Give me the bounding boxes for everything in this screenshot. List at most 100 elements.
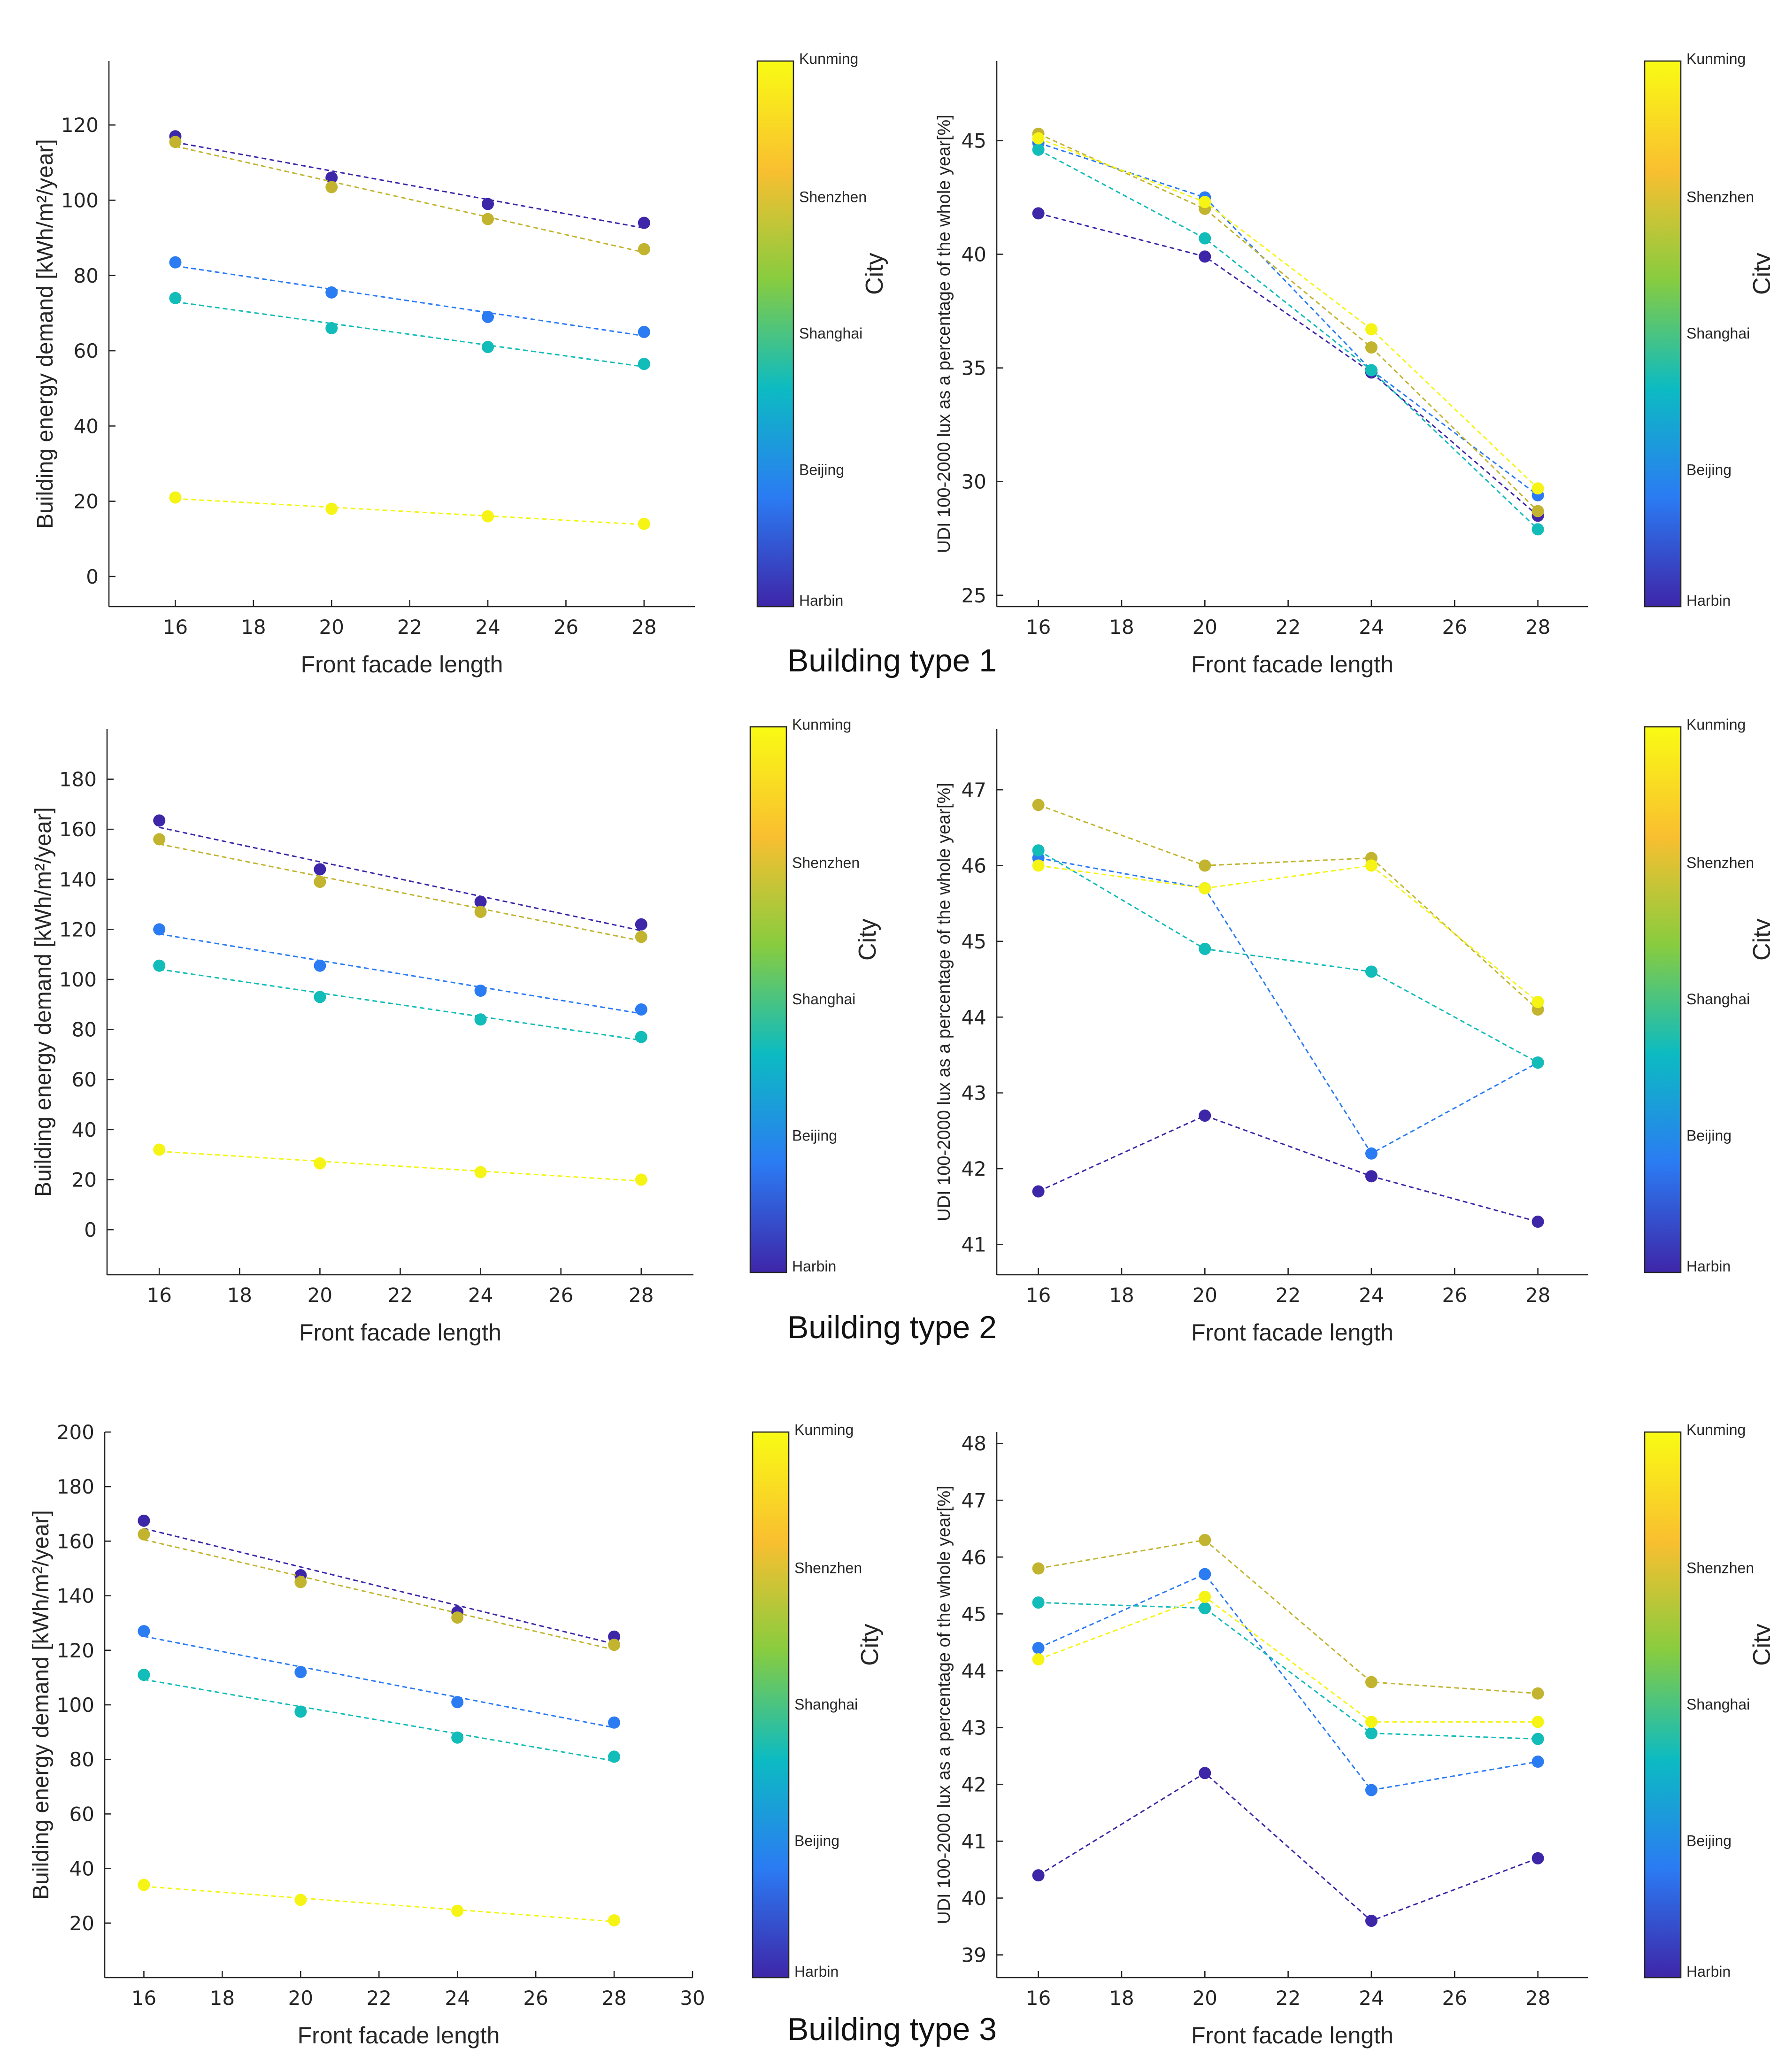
x-tick-label: 18 <box>227 1284 252 1307</box>
colorbar-label: Beijing <box>794 1833 839 1849</box>
data-point <box>474 1166 487 1178</box>
colorbar-label: Beijing <box>1686 462 1732 478</box>
y-tick-label: 47 <box>962 778 986 801</box>
colorbar-label: Harbin <box>1686 592 1731 609</box>
colorbar-label: Kunming <box>1686 716 1746 733</box>
fit-line <box>144 1527 615 1645</box>
colorbar-rect <box>1644 60 1682 608</box>
data-point <box>1531 1756 1544 1768</box>
x-axis-label: Front facade length <box>298 2022 500 2049</box>
data-point <box>1365 364 1378 377</box>
x-axis-label: Front facade length <box>301 651 503 678</box>
data-point <box>1032 207 1045 220</box>
y-tick-label: 140 <box>59 868 97 891</box>
x-tick-label: 16 <box>131 1987 156 2010</box>
x-tick-label: 22 <box>367 1987 392 2010</box>
x-tick-label: 26 <box>548 1284 573 1307</box>
x-tick-label: 18 <box>1109 1987 1134 2010</box>
data-point <box>169 136 182 148</box>
series-line <box>1038 864 1539 1003</box>
data-point <box>325 322 338 334</box>
x-tick-label: 16 <box>146 1284 171 1307</box>
data-point <box>1531 1716 1544 1728</box>
data-point <box>1032 859 1045 872</box>
x-axis-label: Front facade length <box>1191 1319 1393 1346</box>
y-tick-label: 25 <box>962 584 986 607</box>
colorbar-label: Beijing <box>799 462 844 478</box>
data-point <box>1199 1767 1211 1779</box>
y-tick-label: 20 <box>72 1168 97 1191</box>
series-beijing <box>1032 137 1544 501</box>
series-harbin <box>138 1514 621 1645</box>
chart-bt2-udi: 16 18 20 22 24 26 28 41 42 43 44 45 46 47 Front facade… <box>934 729 1588 1346</box>
data-point <box>294 1576 307 1588</box>
data-point <box>608 1750 621 1763</box>
data-point <box>325 286 338 299</box>
y-axis-label: Building energy demand [kWh/m²/year] <box>29 1510 54 1900</box>
building-type-3-label: Building type 3 <box>787 2011 997 2047</box>
data-point <box>635 918 647 931</box>
colorbar-title: City <box>1748 918 1770 961</box>
y-tick-label: 40 <box>69 1857 94 1880</box>
x-tick-label: 30 <box>680 1987 705 2010</box>
series-beijing <box>153 923 647 1016</box>
series-line <box>1038 1596 1538 1723</box>
colorbar-label: Shanghai <box>792 991 855 1008</box>
series-shenzhen <box>1032 127 1544 517</box>
colorbar-title: City <box>861 253 888 295</box>
series-line <box>1038 1772 1539 1922</box>
data-point <box>1032 1562 1045 1575</box>
y-tick-label: 45 <box>962 1602 986 1625</box>
fit-line <box>144 1539 615 1651</box>
x-tick-label: 28 <box>1525 616 1550 639</box>
data-point <box>1032 1185 1045 1198</box>
y-tick-label: 200 <box>57 1421 94 1444</box>
data-point <box>1032 132 1045 145</box>
colorbar-label: Shenzhen <box>1686 855 1754 871</box>
x-tick-label: 22 <box>1276 1284 1301 1307</box>
y-tick-label: 180 <box>59 768 97 791</box>
series-line <box>1038 857 1539 1155</box>
colorbar-title: City <box>854 918 881 961</box>
x-tick-label: 26 <box>1442 1987 1467 2010</box>
x-tick-label: 26 <box>523 1987 548 2010</box>
data-point <box>1531 1733 1544 1745</box>
data-point <box>153 833 166 846</box>
y-tick-label: 35 <box>962 357 986 380</box>
data-point <box>635 1173 647 1186</box>
colorbar-label: Kunming <box>1686 50 1746 67</box>
data-point <box>451 1904 464 1917</box>
data-point <box>482 310 494 323</box>
building-type-1-label: Building type 1 <box>787 643 997 678</box>
colorbar-title: City <box>1748 253 1770 295</box>
chart-bt3-energy: 16 18 20 22 24 26 28 30 20 40 60 80 100 120 140 160 180 2… <box>29 1421 705 2049</box>
series-kunming <box>138 1879 621 1926</box>
y-tick-label: 43 <box>962 1716 986 1739</box>
colorbar-label: Shanghai <box>794 1696 858 1713</box>
y-tick-label: 41 <box>962 1233 986 1256</box>
x-tick-label: 16 <box>1026 1987 1051 2010</box>
x-tick-label: 16 <box>1026 1284 1051 1307</box>
x-tick-label: 28 <box>1525 1987 1550 2010</box>
x-tick-label: 18 <box>210 1987 235 2010</box>
y-tick-label: 30 <box>962 470 986 493</box>
y-tick-label: 180 <box>57 1475 94 1498</box>
data-point <box>1199 1602 1211 1615</box>
data-point <box>1199 1568 1211 1580</box>
y-tick-label: 80 <box>72 1018 97 1041</box>
data-point <box>138 1528 150 1541</box>
series-line <box>1038 1602 1538 1740</box>
colorbars: Kunming Shenzhen Shanghai Beijing Harbin City… <box>749 50 1770 1980</box>
data-point <box>638 243 650 255</box>
data-point <box>1199 1591 1211 1603</box>
data-point <box>451 1611 464 1624</box>
series-shenzhen <box>153 833 647 943</box>
data-point <box>1365 1784 1378 1796</box>
y-tick-label: 41 <box>962 1830 986 1853</box>
data-point <box>1199 859 1211 872</box>
data-point <box>314 863 326 876</box>
y-tick-label: 100 <box>57 1694 94 1717</box>
y-tick-label: 100 <box>61 189 99 212</box>
data-point <box>1032 1653 1045 1666</box>
series-line <box>1038 212 1539 516</box>
